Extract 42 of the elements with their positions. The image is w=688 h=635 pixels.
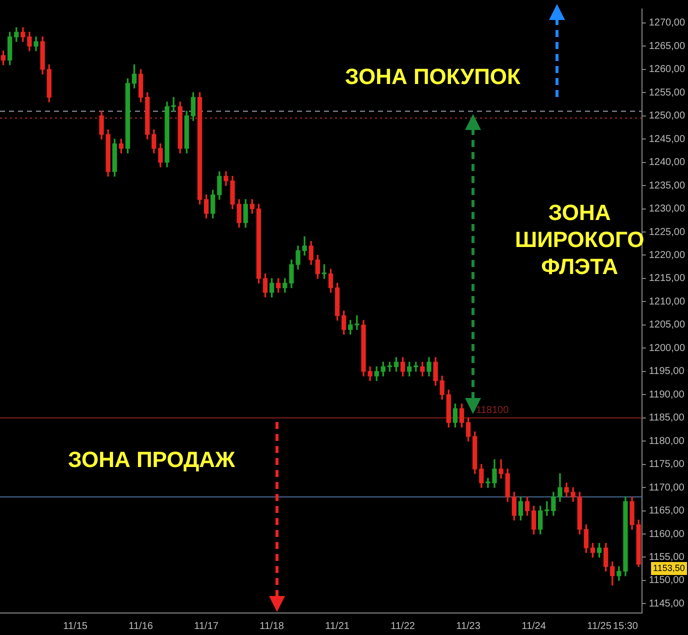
y-tick-label: 1265,00	[648, 40, 686, 52]
x-tick-label: 11/17	[194, 620, 219, 632]
y-tick-label: 1235,00	[648, 180, 686, 192]
y-tick-label: 1245,00	[648, 134, 686, 145]
x-tick-label: 11/23	[456, 620, 481, 632]
y-tick-label: 1200,00	[648, 342, 686, 354]
y-tick-label: 1205,00	[648, 320, 686, 331]
y-tick-label: 1210,00	[648, 296, 686, 308]
annotation: ЗОНА ПОКУПОК	[345, 63, 520, 90]
y-tick-label: 1190,00	[648, 389, 685, 400]
y-tick-label: 1155,00	[648, 552, 685, 563]
y-tick-label: 1160,00	[648, 528, 685, 540]
y-tick-label: 1220,00	[648, 250, 686, 261]
y-tick-label: 1170,00	[648, 482, 685, 494]
y-tick-label: 1185,00	[648, 412, 685, 424]
y-tick-label: 1175,00	[648, 459, 685, 470]
y-tick-label: 1250,00	[648, 110, 686, 122]
x-tick-label: 11/18	[260, 620, 284, 632]
x-tick-label: 11/15	[63, 620, 88, 632]
y-tick-label: 1150,00	[648, 575, 685, 586]
y-tick-label: 1145,00	[648, 598, 685, 610]
x-tick-label: 11/22	[390, 620, 416, 632]
y-tick-label: 1240,00	[648, 157, 686, 168]
y-tick-label: 1195,00	[648, 366, 685, 378]
y-tick-label: 1255,00	[648, 87, 686, 98]
annotation: 118100	[476, 405, 509, 416]
x-tick-label: 11/16	[128, 620, 154, 632]
annotation: ЗОНА ПРОДАЖ	[68, 446, 235, 473]
x-tick-label: 11/21	[325, 620, 350, 632]
text: 1153,50	[651, 562, 687, 575]
y-tick-label: 1165,00	[648, 506, 685, 517]
y-tick-label: 1215,00	[648, 273, 686, 284]
y-tick-label: 1225,00	[648, 226, 686, 238]
y-tick-label: 1270,00	[648, 18, 686, 29]
y-tick-label: 1230,00	[648, 204, 686, 215]
x-tick-label: 15:30	[612, 620, 638, 632]
candlestick	[354, 315, 360, 330]
annotation: ЗОНА ШИРОКОГО ФЛЭТА	[515, 199, 644, 280]
y-tick-label: 1260,00	[648, 64, 686, 76]
y-tick-label: 1180,00	[648, 436, 685, 447]
x-tick-label: 11/25	[587, 620, 612, 632]
x-tick-label: 11/24	[522, 620, 546, 632]
